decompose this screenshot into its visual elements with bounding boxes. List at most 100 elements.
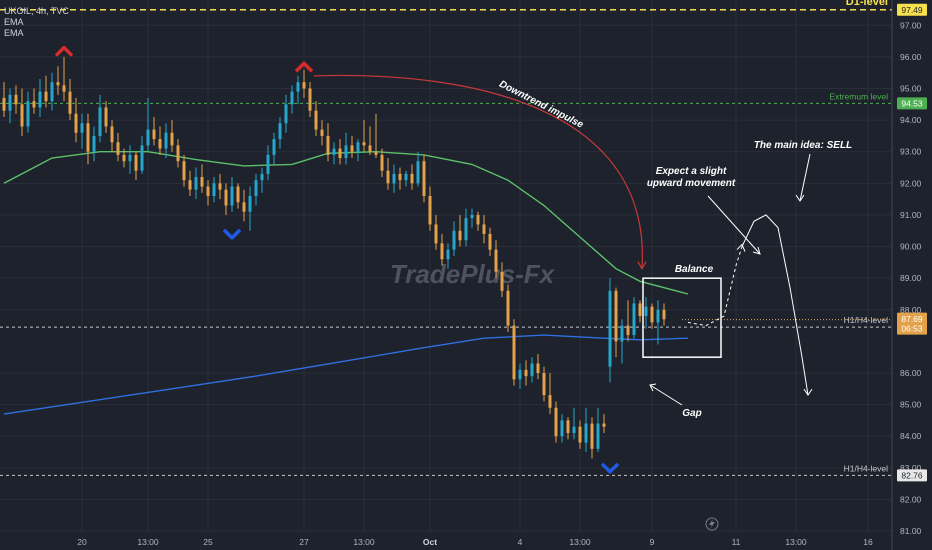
candle[interactable] — [38, 79, 42, 117]
candle[interactable] — [536, 354, 540, 380]
candle[interactable] — [146, 97, 150, 152]
candle[interactable] — [380, 148, 384, 178]
candle[interactable] — [68, 79, 72, 121]
candle[interactable] — [440, 233, 444, 266]
candle[interactable] — [122, 148, 126, 168]
candle[interactable] — [662, 303, 666, 326]
candle[interactable] — [200, 164, 204, 193]
candle[interactable] — [446, 243, 450, 269]
candle[interactable] — [386, 158, 390, 190]
candle[interactable] — [2, 82, 6, 117]
candle[interactable] — [566, 417, 570, 440]
candle[interactable] — [554, 401, 558, 443]
candle[interactable] — [506, 284, 510, 332]
candle[interactable] — [278, 116, 282, 149]
candle[interactable] — [392, 164, 396, 193]
candle[interactable] — [560, 414, 564, 443]
candle[interactable] — [494, 240, 498, 279]
candle[interactable] — [110, 120, 114, 152]
candle[interactable] — [374, 113, 378, 159]
candle[interactable] — [632, 297, 636, 339]
candle[interactable] — [74, 97, 78, 143]
candle[interactable] — [188, 170, 192, 196]
candle[interactable] — [470, 208, 474, 228]
symbol-legend[interactable]: UKOIL, 4h, TVC — [4, 6, 69, 16]
candle[interactable] — [44, 75, 48, 108]
candle[interactable] — [434, 214, 438, 250]
candle[interactable] — [128, 145, 132, 174]
candle[interactable] — [590, 417, 594, 459]
candle[interactable] — [650, 303, 654, 329]
candle[interactable] — [428, 186, 432, 231]
candle[interactable] — [644, 297, 648, 329]
candle[interactable] — [176, 139, 180, 168]
candle[interactable] — [296, 75, 300, 105]
candle[interactable] — [344, 132, 348, 165]
candle[interactable] — [482, 214, 486, 244]
candle[interactable] — [596, 407, 600, 453]
candle[interactable] — [452, 221, 456, 257]
candle[interactable] — [26, 91, 30, 133]
candle[interactable] — [194, 167, 198, 200]
candle[interactable] — [614, 287, 618, 358]
candle[interactable] — [368, 126, 372, 155]
candle[interactable] — [92, 126, 96, 162]
candle[interactable] — [656, 300, 660, 345]
candle[interactable] — [290, 85, 294, 114]
candle[interactable] — [458, 214, 462, 247]
candle[interactable] — [320, 120, 324, 146]
candle[interactable] — [242, 189, 246, 222]
candle[interactable] — [338, 139, 342, 165]
candle[interactable] — [56, 66, 60, 95]
ema-legend-2[interactable]: EMA — [4, 28, 24, 38]
candle[interactable] — [476, 211, 480, 231]
candle[interactable] — [212, 177, 216, 203]
candle[interactable] — [32, 88, 36, 114]
candle[interactable] — [584, 407, 588, 453]
candle[interactable] — [416, 151, 420, 187]
candle[interactable] — [314, 101, 318, 136]
candle[interactable] — [50, 72, 54, 111]
candle[interactable] — [572, 407, 576, 440]
candle[interactable] — [608, 278, 612, 383]
candle[interactable] — [410, 164, 414, 190]
candlesticks[interactable] — [2, 56, 666, 459]
candle[interactable] — [206, 180, 210, 206]
candle[interactable] — [80, 113, 84, 149]
candle[interactable] — [302, 69, 306, 98]
candle[interactable] — [518, 363, 522, 389]
candle[interactable] — [224, 183, 228, 215]
candle[interactable] — [158, 126, 162, 155]
candle[interactable] — [578, 420, 582, 449]
candle[interactable] — [14, 85, 18, 114]
candle[interactable] — [134, 151, 138, 181]
candle[interactable] — [512, 319, 516, 386]
candle[interactable] — [602, 414, 606, 434]
candle[interactable] — [542, 366, 546, 402]
ema-legend-1[interactable]: EMA — [4, 17, 24, 27]
candle[interactable] — [404, 170, 408, 187]
price-axis[interactable] — [892, 0, 932, 550]
candle[interactable] — [20, 88, 24, 136]
candle[interactable] — [422, 154, 426, 203]
candle[interactable] — [326, 123, 330, 162]
candle[interactable] — [260, 167, 264, 193]
candle[interactable] — [86, 113, 90, 165]
candle[interactable] — [332, 142, 336, 165]
candle[interactable] — [638, 300, 642, 323]
time-axis[interactable] — [0, 532, 892, 550]
candle[interactable] — [398, 167, 402, 190]
candle[interactable] — [140, 135, 144, 174]
candle[interactable] — [230, 177, 234, 212]
candle[interactable] — [182, 154, 186, 187]
candle[interactable] — [170, 120, 174, 152]
candle[interactable] — [152, 116, 156, 146]
lightning-icon[interactable] — [705, 517, 719, 531]
candle[interactable] — [272, 132, 276, 165]
candle[interactable] — [104, 101, 108, 133]
candle[interactable] — [236, 183, 240, 209]
candle[interactable] — [500, 262, 504, 298]
candle[interactable] — [626, 300, 630, 342]
candle[interactable] — [8, 88, 12, 124]
